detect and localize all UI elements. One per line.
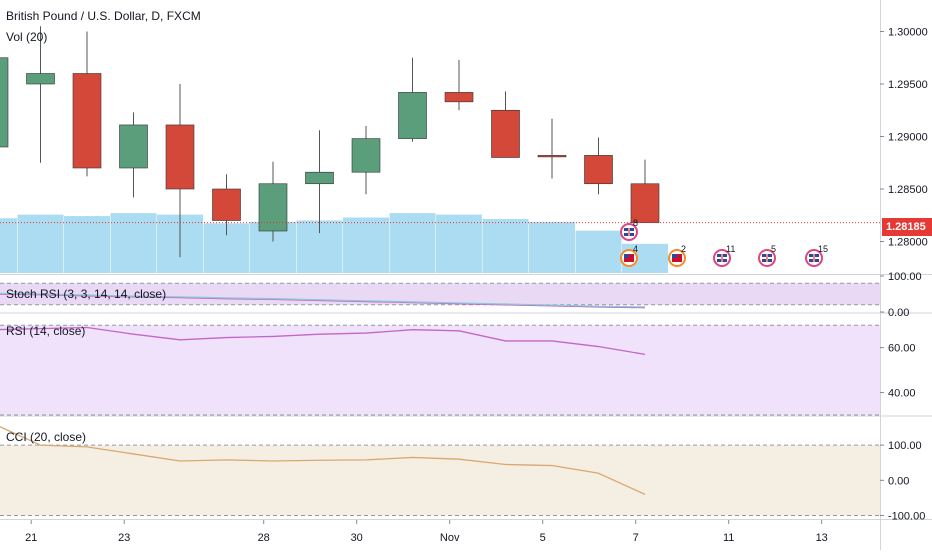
volume-bar [64,216,110,273]
uk-event-icon [805,249,823,267]
candle [537,118,567,179]
time-axis-label: Nov [440,532,460,544]
indicator-band [0,445,880,516]
indicator-band [0,325,880,415]
volume-bar [436,214,482,273]
candle-body [584,155,613,185]
volume-bar [17,214,64,273]
time-axis-label: 21 [25,532,37,544]
candle-body [165,124,195,190]
candle-body [258,183,288,232]
indicator-axis-label: 60.00 [888,343,916,355]
indicator-axis-label: 0.00 [888,475,909,487]
candle [72,31,102,177]
candle [351,126,381,195]
volume-bar [343,217,389,273]
current-price-tag: 1.28185 [882,218,932,236]
us-event-icon [668,249,686,267]
flag-canton [672,254,677,258]
price-axis-label: 1.28000 [888,237,928,249]
event-count: 15 [818,244,828,254]
volume-bar [482,218,529,273]
price-axis-label: 1.29000 [888,132,928,144]
volume-bar [0,218,17,273]
candle-body [212,188,241,221]
candle [398,57,427,142]
indicator-line [0,426,646,495]
us-event-icon [620,249,638,267]
event-count: 2 [681,244,686,254]
candle [258,161,288,242]
time-axis-label: 5 [540,532,546,544]
time-axis-label: 23 [118,532,130,544]
indicator-line [0,326,646,356]
volume-bar [389,213,436,273]
uk-event-icon [713,249,731,267]
candle-body [0,57,9,148]
indicator-axis-label: 100.00 [888,440,922,452]
candle [444,59,474,111]
indicator-axis-label: 0.00 [888,307,909,319]
price-axis-label: 1.30000 [888,27,928,39]
event-count: 11 [726,244,735,254]
cci-label: CCI (20, close) [6,430,87,444]
candle [584,137,613,195]
uk-event-icon [620,223,638,241]
candle [630,159,660,223]
uk-event-icon [758,249,776,267]
candle [212,174,241,236]
candle-body [537,155,567,158]
event-count: 5 [771,244,776,254]
rsi-label: RSI (14, close) [6,324,86,338]
event-count: 8 [633,218,638,228]
candle-body [305,171,334,185]
time-axis-label: 11 [723,532,734,544]
candle-body [444,92,474,103]
candle [165,84,195,258]
indicator-line [0,293,646,309]
volume-bar [110,213,157,273]
volume-label: Vol (20) [6,30,48,44]
indicator-axis-label: 100.00 [888,271,922,283]
candle [491,91,520,158]
candle-body [398,92,427,139]
candle-body [72,73,102,169]
candle-body [351,138,381,173]
candle [119,112,148,198]
indicator-axis-label: -100.00 [888,510,925,522]
candle-body [491,109,520,158]
candle-body [26,73,55,85]
volume-bar [575,230,622,273]
indicator-axis-label: 40.00 [888,388,916,400]
volume-bar [529,221,575,273]
candle [0,57,9,148]
candle-body [119,124,148,169]
time-axis-label: 28 [258,532,270,544]
candle [305,130,334,234]
time-axis-label: 13 [816,532,828,544]
candle [26,26,55,163]
time-axis-label: 7 [633,532,639,544]
symbol-title: British Pound / U.S. Dollar, D, FXCM [6,9,201,23]
flag-canton [624,254,629,258]
indicator-line [0,292,646,308]
candle-body [630,183,660,223]
event-count: 4 [633,244,638,254]
time-axis-label: 30 [351,532,363,544]
price-axis-label: 1.29500 [888,79,928,91]
price-axis-label: 1.28500 [888,184,928,196]
stoch-rsi-label: Stoch RSI (3, 3, 14, 14, close) [6,287,167,301]
indicator-band [0,283,880,305]
